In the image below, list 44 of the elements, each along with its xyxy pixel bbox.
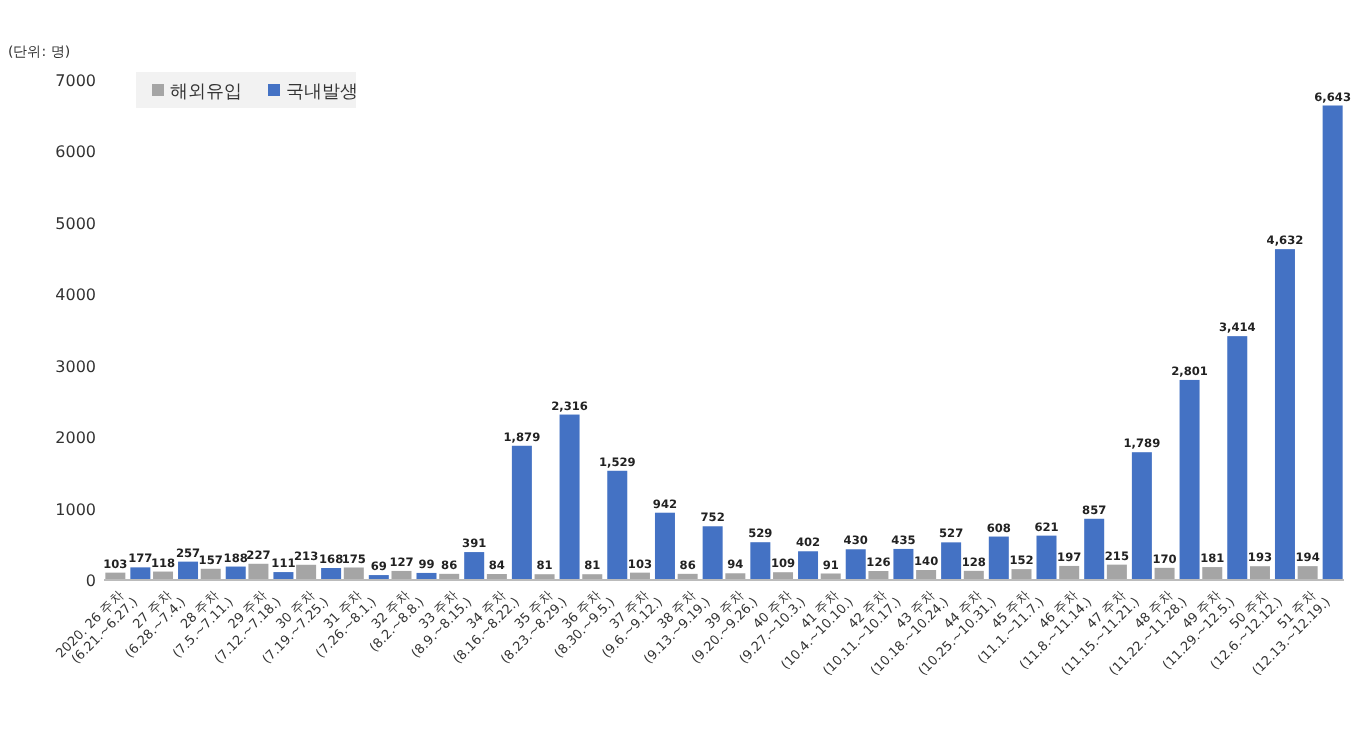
bar [1036,535,1057,580]
bar [1322,105,1343,580]
bar [1249,566,1270,580]
bar [1154,567,1175,580]
bar [750,542,771,580]
y-tick-label: 7000 [55,72,96,90]
bar [178,561,199,580]
bar [725,573,746,580]
bar [1297,566,1318,580]
bar [893,548,914,580]
bar [1059,565,1080,580]
legend-label: 국내발생 [286,83,358,103]
bar [798,551,819,580]
y-tick-label: 3000 [55,357,96,376]
bar [845,549,866,580]
bar [511,445,532,580]
y-tick-label: 1000 [55,500,96,519]
bar [248,563,269,580]
y-tick-label: 5000 [55,214,96,233]
bar [464,552,485,580]
y-tick-label: 2000 [55,429,96,448]
y-tick-label: 4000 [55,286,96,305]
bar [1179,379,1200,580]
bar [702,526,723,580]
y-tick-label: 6000 [55,143,96,162]
bar [1084,518,1105,580]
bar [1202,567,1223,580]
bar [559,414,580,580]
bar [1011,569,1032,580]
y-tick-label: 0 [85,572,96,590]
bar [1131,452,1152,580]
bar [607,470,628,580]
bar [1227,336,1248,580]
bar [1106,564,1127,580]
bar [130,567,151,580]
legend-label: 해외유입 [170,83,242,103]
bar [1274,249,1295,580]
bar [941,542,962,580]
bar [988,536,1009,580]
bar [321,568,342,580]
bar [296,564,317,580]
bar [916,570,937,580]
bar [773,572,794,580]
bar [654,512,675,580]
